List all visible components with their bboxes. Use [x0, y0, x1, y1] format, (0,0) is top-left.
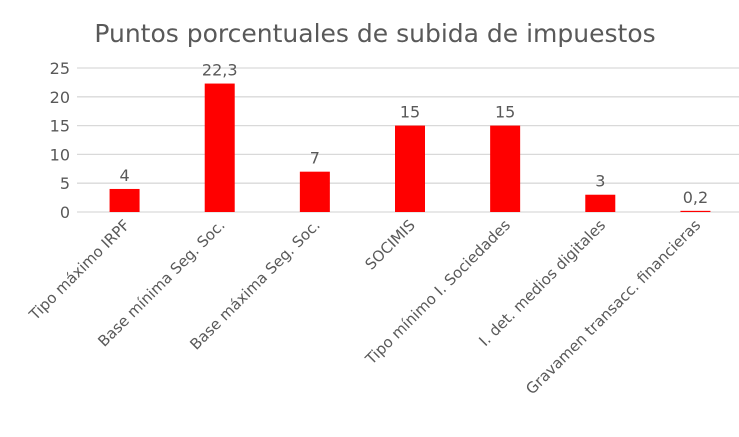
- x-tick-label: SOCIMIS: [361, 216, 418, 273]
- data-label: 3: [595, 172, 605, 191]
- bar: [585, 194, 616, 212]
- y-tick-label: 25: [50, 59, 70, 78]
- data-label: 15: [400, 103, 420, 122]
- data-label: 4: [119, 166, 129, 185]
- y-tick-label: 10: [50, 145, 70, 164]
- data-label: 22,3: [202, 61, 238, 80]
- x-tick-label: Tipo máximo IRPF: [25, 216, 133, 324]
- x-tick-label: Gravamen transacc. financieras: [522, 216, 704, 398]
- bar: [109, 188, 140, 212]
- bar: [204, 83, 235, 212]
- data-label: 7: [310, 149, 320, 168]
- bar: [299, 171, 330, 212]
- data-label: 15: [495, 103, 515, 122]
- bar: [490, 125, 521, 212]
- data-label: 0,2: [683, 188, 708, 207]
- y-tick-label: 5: [60, 174, 70, 193]
- y-tick-label: 15: [50, 117, 70, 136]
- bar: [680, 210, 711, 212]
- chart-title: Puntos porcentuales de subida de impuest…: [94, 19, 655, 48]
- y-tick-label: 20: [50, 88, 70, 107]
- y-tick-label: 0: [60, 203, 70, 222]
- bar: [395, 125, 425, 212]
